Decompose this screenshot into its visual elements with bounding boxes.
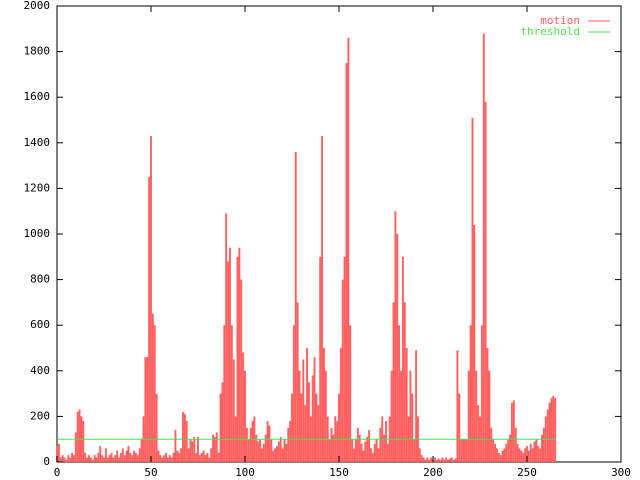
- x-tick-label: 300: [611, 466, 631, 479]
- x-tick-label: 100: [235, 466, 255, 479]
- y-tick-label: 2000: [24, 0, 51, 12]
- legend-label: motion: [540, 14, 580, 27]
- y-tick-label: 1000: [24, 227, 51, 240]
- y-tick-label: 800: [30, 273, 50, 286]
- legend-label: threshold: [520, 25, 580, 38]
- y-tick-label: 200: [30, 409, 50, 422]
- y-tick-label: 1600: [24, 90, 51, 103]
- y-tick-label: 600: [30, 318, 50, 331]
- x-tick-label: 150: [329, 466, 349, 479]
- x-tick-label: 50: [144, 466, 157, 479]
- y-tick-label: 1400: [24, 136, 51, 149]
- x-tick-label: 0: [54, 466, 61, 479]
- y-tick-label: 1200: [24, 181, 51, 194]
- x-tick-label: 200: [423, 466, 443, 479]
- x-tick-label: 250: [517, 466, 537, 479]
- y-tick-label: 0: [43, 455, 50, 468]
- y-tick-label: 400: [30, 364, 50, 377]
- y-tick-label: 1800: [24, 45, 51, 58]
